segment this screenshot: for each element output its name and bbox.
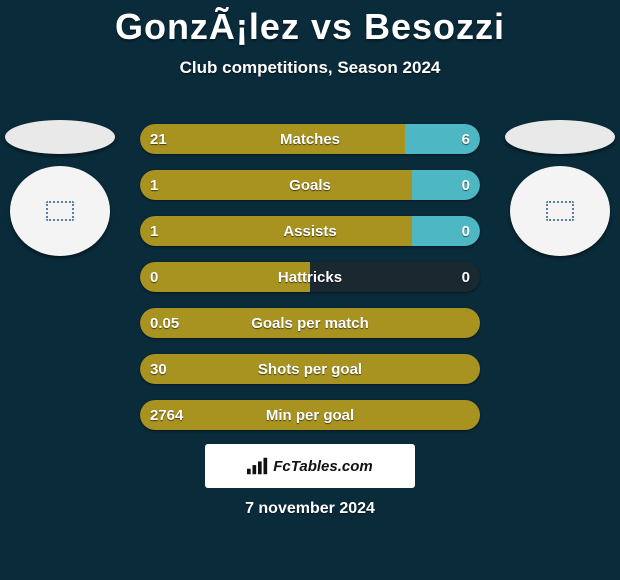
subtitle: Club competitions, Season 2024: [0, 58, 620, 78]
site-logo-text: FcTables.com: [273, 458, 372, 475]
stat-value-left: 1: [140, 170, 168, 200]
player-left-club-badge: [10, 166, 110, 256]
site-logo: FcTables.com: [205, 444, 415, 488]
stat-fill-left: [140, 216, 412, 246]
stat-bars-container: 216Matches10Goals10Assists00Hattricks0.0…: [140, 124, 480, 446]
stat-fill-left: [140, 124, 405, 154]
stat-value-left: 2764: [140, 400, 193, 430]
player-right-club-badge: [510, 166, 610, 256]
player-left-card: [5, 120, 115, 256]
stat-row: 0.05Goals per match: [140, 308, 480, 338]
stat-value-right: 6: [452, 124, 480, 154]
stat-row: 30Shots per goal: [140, 354, 480, 384]
stat-row: 10Assists: [140, 216, 480, 246]
stat-row: 2764Min per goal: [140, 400, 480, 430]
stat-row: 216Matches: [140, 124, 480, 154]
stat-fill-left: [140, 354, 480, 384]
stat-value-right: 0: [452, 170, 480, 200]
page-title: GonzÃ¡lez vs Besozzi: [0, 0, 620, 48]
stat-value-left: 21: [140, 124, 177, 154]
stat-value-left: 1: [140, 216, 168, 246]
placeholder-badge-icon: [46, 201, 74, 221]
date-label: 7 november 2024: [0, 500, 620, 518]
stat-value-left: 0: [140, 262, 168, 292]
bars-chart-icon: [247, 457, 269, 475]
stat-row: 10Goals: [140, 170, 480, 200]
stat-value-right: 0: [452, 216, 480, 246]
stat-value-left: 0.05: [140, 308, 189, 338]
placeholder-badge-icon: [546, 201, 574, 221]
player-right-card: [505, 120, 615, 256]
player-right-flag: [505, 120, 615, 154]
stat-row: 00Hattricks: [140, 262, 480, 292]
stat-value-right: 0: [452, 262, 480, 292]
stat-fill-left: [140, 308, 480, 338]
stat-value-left: 30: [140, 354, 177, 384]
stat-fill-left: [140, 170, 412, 200]
player-left-flag: [5, 120, 115, 154]
